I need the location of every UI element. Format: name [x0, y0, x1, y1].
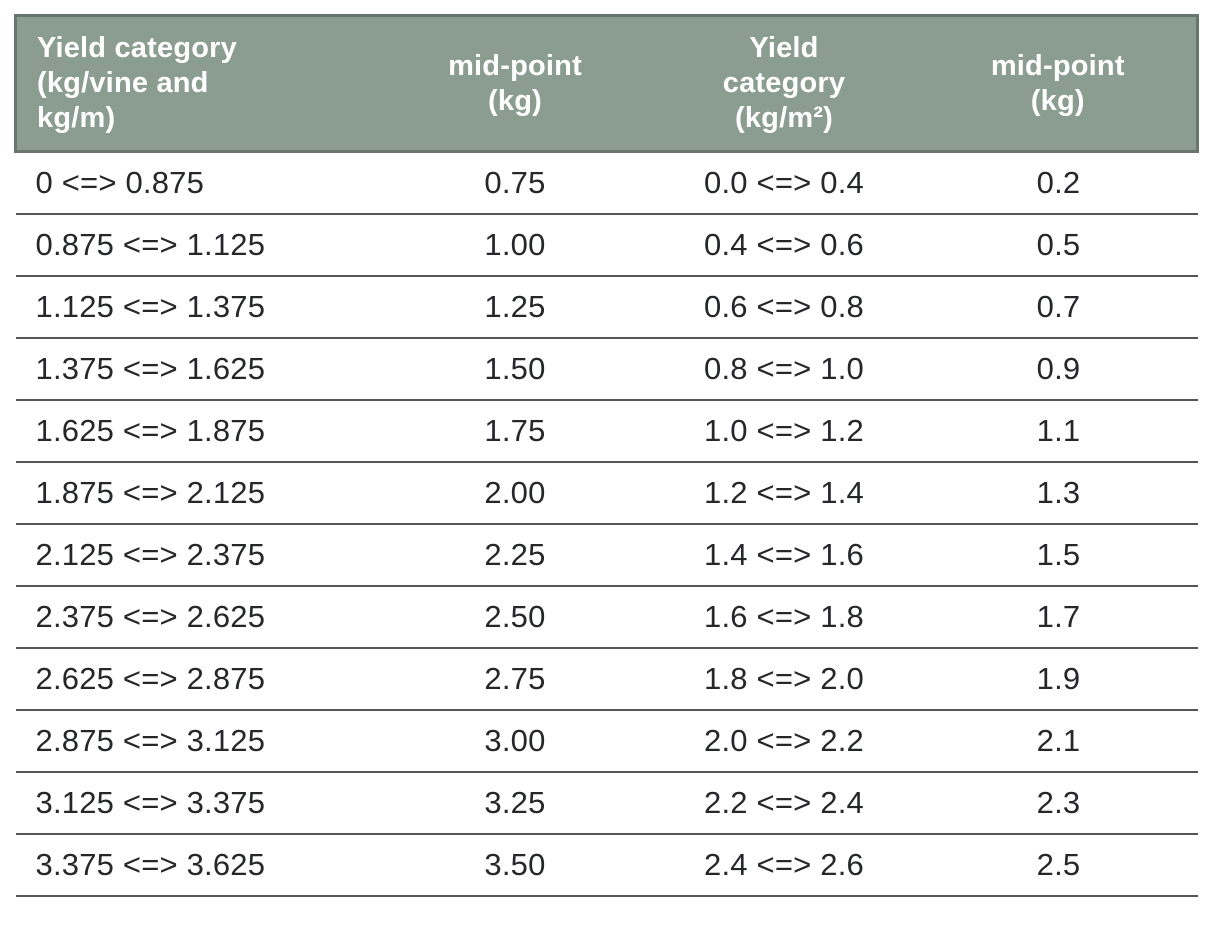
table-row: 2.625 <=> 2.875 2.75 1.8 <=> 2.0 1.9 — [15, 648, 1198, 711]
value-cell: 3.25 — [381, 772, 649, 835]
value-cell: 2.2 <=> 2.4 — [648, 772, 920, 835]
value-cell: 0.75 — [381, 151, 649, 215]
yield-range-cell: 2.875 <=> 3.125 — [15, 710, 382, 773]
yield-range-cell: 0 <=> 0.875 — [15, 151, 382, 215]
table-row: 1.125 <=> 1.375 1.25 0.6 <=> 0.8 0.7 — [15, 276, 1198, 339]
table-row: 1.375 <=> 1.625 1.50 0.8 <=> 1.0 0.9 — [15, 338, 1198, 401]
value-cell: 0.7 — [919, 276, 1198, 339]
value-cell: 1.4 <=> 1.6 — [648, 524, 920, 587]
table-header: Yield category (kg/vine and kg/m) mid-po… — [14, 14, 1199, 153]
value-cell: 3.00 — [381, 710, 649, 773]
value-cell: 0.4 <=> 0.6 — [648, 214, 920, 277]
yield-range-cell: 1.375 <=> 1.625 — [15, 338, 382, 401]
table-row: 2.875 <=> 3.125 3.00 2.0 <=> 2.2 2.1 — [15, 710, 1198, 773]
yield-range-cell: 0.875 <=> 1.125 — [15, 214, 382, 277]
value-cell: 1.8 <=> 2.0 — [648, 648, 920, 711]
value-cell: 2.75 — [381, 648, 649, 711]
table-row: 2.375 <=> 2.625 2.50 1.6 <=> 1.8 1.7 — [15, 586, 1198, 649]
yield-category-table: Yield category (kg/vine and kg/m) mid-po… — [14, 14, 1199, 897]
value-cell: 3.50 — [381, 834, 649, 897]
value-cell: 2.50 — [381, 586, 649, 649]
value-cell: 1.1 — [919, 400, 1198, 463]
value-cell: 0.2 — [919, 151, 1198, 215]
yield-range-cell: 2.375 <=> 2.625 — [15, 586, 382, 649]
table-row: 3.375 <=> 3.625 3.50 2.4 <=> 2.6 2.5 — [15, 834, 1198, 897]
yield-range-cell: 3.125 <=> 3.375 — [15, 772, 382, 835]
value-cell: 1.9 — [919, 648, 1198, 711]
value-cell: 1.3 — [919, 462, 1198, 525]
value-cell: 0.9 — [919, 338, 1198, 401]
value-cell: 2.4 <=> 2.6 — [648, 834, 920, 897]
value-cell: 2.5 — [919, 834, 1198, 897]
yield-range-cell: 2.125 <=> 2.375 — [15, 524, 382, 587]
header-yield-category-m2: Yield category (kg/m²) — [648, 14, 920, 153]
yield-range-cell: 3.375 <=> 3.625 — [15, 834, 382, 897]
table-row: 3.125 <=> 3.375 3.25 2.2 <=> 2.4 2.3 — [15, 772, 1198, 835]
yield-range-cell: 1.625 <=> 1.875 — [15, 400, 382, 463]
value-cell: 2.00 — [381, 462, 649, 525]
header-mid-point-kg-1: mid-point (kg) — [381, 14, 649, 153]
value-cell: 2.25 — [381, 524, 649, 587]
value-cell: 2.3 — [919, 772, 1198, 835]
value-cell: 0.6 <=> 0.8 — [648, 276, 920, 339]
value-cell: 2.1 — [919, 710, 1198, 773]
value-cell: 1.0 <=> 1.2 — [648, 400, 920, 463]
value-cell: 1.00 — [381, 214, 649, 277]
header-yield-category-vine: Yield category (kg/vine and kg/m) — [14, 14, 382, 153]
header-row: Yield category (kg/vine and kg/m) mid-po… — [14, 14, 1199, 153]
value-cell: 1.2 <=> 1.4 — [648, 462, 920, 525]
value-cell: 0.5 — [919, 214, 1198, 277]
table-row: 2.125 <=> 2.375 2.25 1.4 <=> 1.6 1.5 — [15, 524, 1198, 587]
table-row: 1.625 <=> 1.875 1.75 1.0 <=> 1.2 1.1 — [15, 400, 1198, 463]
value-cell: 1.5 — [919, 524, 1198, 587]
value-cell: 1.6 <=> 1.8 — [648, 586, 920, 649]
yield-range-cell: 2.625 <=> 2.875 — [15, 648, 382, 711]
table-body: 0 <=> 0.875 0.75 0.0 <=> 0.4 0.2 0.875 <=> 1… — [15, 151, 1198, 897]
yield-range-cell: 1.875 <=> 2.125 — [15, 462, 382, 525]
table-row: 1.875 <=> 2.125 2.00 1.2 <=> 1.4 1.3 — [15, 462, 1198, 525]
value-cell: 1.7 — [919, 586, 1198, 649]
header-mid-point-kg-2: mid-point (kg) — [919, 14, 1199, 153]
value-cell: 1.75 — [381, 400, 649, 463]
yield-range-cell: 1.125 <=> 1.375 — [15, 276, 382, 339]
value-cell: 0.8 <=> 1.0 — [648, 338, 920, 401]
value-cell: 2.0 <=> 2.2 — [648, 710, 920, 773]
table-row: 0 <=> 0.875 0.75 0.0 <=> 0.4 0.2 — [15, 151, 1198, 215]
table-row: 0.875 <=> 1.125 1.00 0.4 <=> 0.6 0.5 — [15, 214, 1198, 277]
value-cell: 0.0 <=> 0.4 — [648, 151, 920, 215]
value-cell: 1.50 — [381, 338, 649, 401]
value-cell: 1.25 — [381, 276, 649, 339]
